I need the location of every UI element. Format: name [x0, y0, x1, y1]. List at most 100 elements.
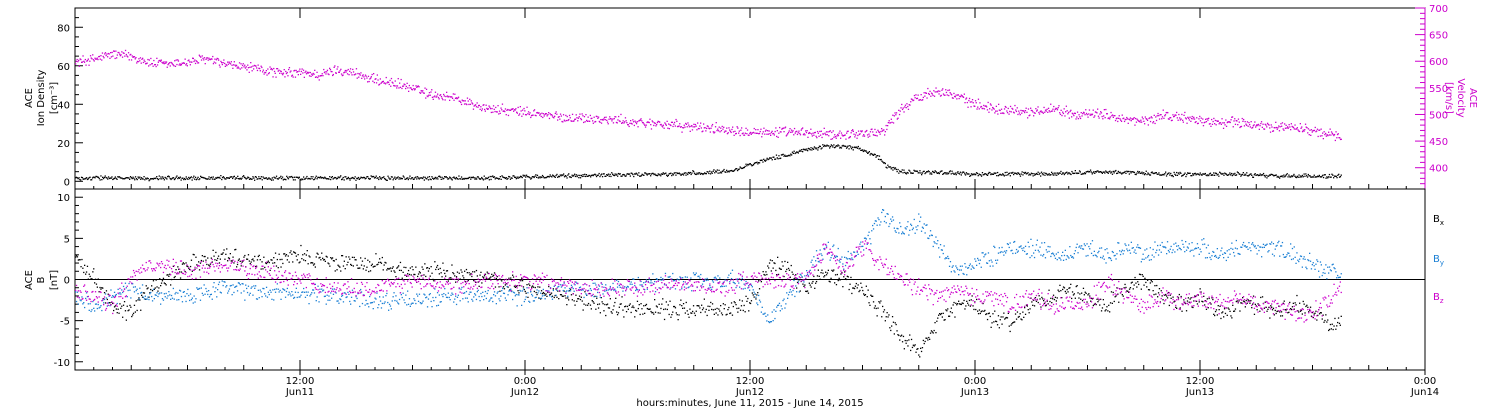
- data-point: [121, 56, 124, 58]
- data-point: [91, 177, 94, 179]
- data-point: [530, 116, 532, 119]
- data-point: [363, 176, 366, 179]
- data-point: [1225, 173, 1227, 175]
- data-point: [1241, 173, 1244, 176]
- data-point: [151, 285, 153, 287]
- data-point: [427, 95, 429, 98]
- data-point: [165, 284, 167, 286]
- data-point: [1051, 302, 1053, 304]
- data-point: [641, 121, 644, 124]
- data-point: [443, 95, 445, 97]
- data-point: [407, 269, 410, 272]
- data-point: [648, 173, 650, 175]
- data-point: [1023, 171, 1025, 174]
- data-point: [1155, 116, 1157, 118]
- data-point: [189, 61, 191, 63]
- data-point: [884, 162, 886, 165]
- data-point: [850, 276, 852, 279]
- data-point: [307, 178, 309, 180]
- data-point: [158, 175, 160, 177]
- data-point: [595, 308, 597, 310]
- data-point: [1098, 117, 1100, 119]
- data-point: [1265, 174, 1267, 177]
- data-point: [1311, 131, 1313, 133]
- data-point: [1261, 296, 1264, 298]
- data-point: [914, 344, 916, 346]
- data-point: [391, 176, 393, 178]
- data-point: [257, 64, 259, 66]
- data-point: [1054, 108, 1056, 110]
- data-point: [918, 354, 920, 356]
- data-point: [181, 62, 183, 64]
- data-point: [838, 145, 840, 147]
- data-point: [292, 76, 294, 78]
- data-point: [769, 259, 772, 261]
- data-point: [149, 293, 151, 295]
- data-point: [453, 176, 455, 178]
- data-point: [623, 316, 625, 318]
- data-point: [373, 81, 375, 84]
- panel1-right-tick-label: 500: [1429, 110, 1448, 121]
- data-point: [1221, 118, 1223, 120]
- data-point: [246, 177, 248, 179]
- data-point: [75, 256, 77, 258]
- data-point: [594, 295, 596, 297]
- data-point: [928, 171, 930, 173]
- data-point: [170, 294, 173, 297]
- data-point: [997, 171, 999, 174]
- data-point: [212, 63, 215, 65]
- data-point: [181, 301, 184, 303]
- data-point: [692, 126, 694, 128]
- data-point: [174, 60, 176, 62]
- data-point: [1244, 306, 1246, 308]
- data-point: [1074, 112, 1076, 115]
- data-point: [128, 177, 130, 179]
- data-point: [1134, 124, 1136, 126]
- data-point: [159, 59, 161, 62]
- data-point: [91, 309, 93, 311]
- data-point: [1290, 308, 1292, 310]
- data-point: [920, 350, 923, 353]
- data-point: [1005, 174, 1007, 176]
- data-point: [1189, 172, 1191, 174]
- data-point: [1057, 107, 1059, 109]
- data-point: [331, 258, 333, 260]
- data-point: [822, 144, 824, 146]
- data-point: [1059, 112, 1061, 114]
- data-point: [913, 99, 915, 101]
- data-point: [521, 115, 523, 117]
- data-point: [713, 132, 715, 134]
- data-point: [736, 126, 738, 128]
- data-point: [1214, 314, 1216, 317]
- data-point: [1128, 291, 1130, 293]
- data-point: [779, 131, 781, 133]
- data-point: [919, 356, 921, 358]
- data-point: [890, 118, 892, 120]
- data-point: [347, 68, 349, 71]
- data-point: [1267, 175, 1269, 177]
- data-point: [930, 92, 933, 94]
- data-point: [881, 160, 883, 162]
- data-point: [668, 313, 670, 316]
- data-point: [1242, 172, 1244, 174]
- data-point: [954, 96, 957, 98]
- data-point: [586, 119, 588, 122]
- data-point: [519, 284, 521, 287]
- data-point: [777, 273, 780, 276]
- data-point: [1318, 129, 1320, 131]
- data-point: [492, 111, 494, 113]
- data-point: [571, 299, 573, 301]
- data-point: [429, 94, 431, 96]
- data-point: [148, 180, 150, 182]
- data-point: [796, 151, 798, 153]
- data-point: [1041, 111, 1043, 113]
- data-point: [842, 286, 844, 288]
- data-point: [512, 274, 514, 276]
- data-point: [1211, 174, 1213, 176]
- data-point: [1144, 277, 1146, 279]
- data-point: [656, 123, 658, 126]
- data-point: [395, 177, 398, 179]
- data-point: [1091, 173, 1093, 175]
- data-point: [828, 135, 830, 137]
- data-point: [1212, 120, 1214, 123]
